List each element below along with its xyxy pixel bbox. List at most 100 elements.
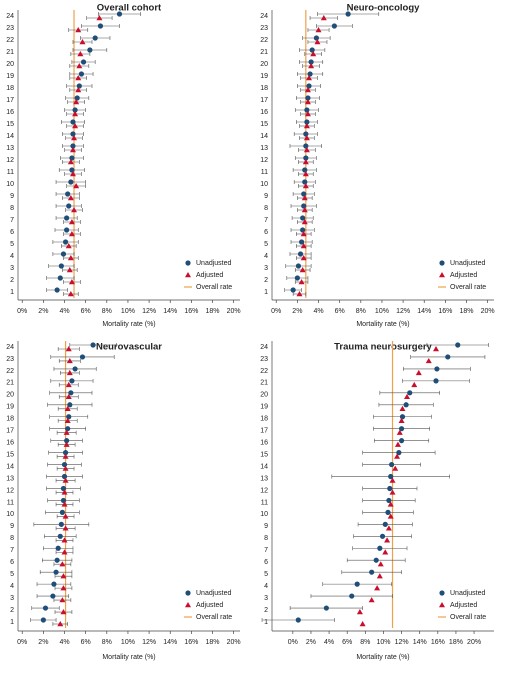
y-tick-label: 4 — [10, 583, 14, 590]
adjusted-point — [303, 147, 310, 153]
y-tick-label: 11 — [7, 499, 14, 506]
adjusted-point — [62, 465, 69, 471]
x-tick-label: 16% — [431, 639, 445, 646]
adjusted-point — [57, 621, 64, 627]
x-tick-label: 2% — [38, 639, 48, 646]
y-tick-label: 21 — [260, 380, 268, 387]
adjusted-point — [69, 147, 76, 153]
adjusted-point — [68, 279, 75, 285]
adjusted-point — [374, 585, 381, 591]
x-tick-label: 0% — [271, 308, 281, 315]
adjusted-point — [69, 171, 76, 177]
unadjusted-point — [303, 155, 309, 161]
unadjusted-point — [305, 95, 311, 101]
unadjusted-point — [295, 263, 302, 269]
adjusted-point — [64, 417, 71, 423]
x-tick-label: 14% — [163, 308, 177, 315]
unadjusted-point — [70, 119, 76, 125]
x-tick-label: 0% — [17, 308, 27, 315]
unadjusted-point — [70, 131, 76, 137]
adjusted-point — [67, 195, 74, 201]
y-tick-label: 12 — [260, 157, 268, 164]
unadjusted-point — [116, 11, 123, 17]
unadjusted-point — [60, 497, 67, 504]
unadjusted-point — [64, 227, 70, 233]
adjusted-point — [304, 87, 311, 93]
adjusted-point — [61, 489, 68, 495]
x-axis-label: Mortality rate (%) — [356, 321, 409, 328]
adjusted-point — [394, 453, 401, 459]
adjusted-point — [306, 75, 312, 81]
unadjusted-point — [369, 569, 375, 575]
adjusted-point — [72, 123, 79, 129]
y-tick-label: 20 — [6, 61, 14, 68]
unadjusted-point — [434, 366, 440, 372]
adjusted-point — [377, 561, 384, 567]
y-tick-label: 8 — [264, 205, 268, 212]
unadjusted-point — [87, 47, 93, 53]
y-tick-label: 24 — [260, 13, 268, 20]
adjusted-point — [392, 465, 399, 471]
unadjusted-point — [59, 509, 65, 515]
y-tick-label: 17 — [6, 97, 14, 104]
y-tick-label: 6 — [264, 559, 268, 566]
y-tick-label: 22 — [6, 368, 14, 375]
y-tick-label: 13 — [260, 475, 268, 482]
unadjusted-point — [385, 509, 391, 515]
unadjusted-point — [66, 414, 72, 420]
legend-label: Unadjusted — [450, 260, 486, 267]
adjusted-point — [396, 429, 403, 435]
adjusted-point — [389, 477, 396, 483]
panel-title: Overall cohort — [97, 3, 162, 14]
adjusted-point — [75, 27, 82, 33]
y-tick-label: 10 — [6, 511, 14, 518]
adjusted-point — [77, 51, 84, 57]
unadjusted-point — [92, 35, 98, 41]
unadjusted-point — [309, 47, 315, 53]
x-tick-label: 14% — [163, 639, 177, 646]
unadjusted-point — [60, 485, 67, 492]
y-tick-label: 18 — [6, 416, 14, 423]
adjusted-point — [415, 369, 422, 376]
y-tick-label: 3 — [10, 595, 14, 602]
adjusted-point — [300, 255, 307, 261]
y-tick-label: 16 — [6, 109, 14, 116]
unadjusted-point — [455, 342, 461, 348]
unadjusted-point — [294, 275, 300, 281]
adjusted-point — [60, 573, 67, 579]
legend-label: Unadjusted — [450, 590, 486, 597]
unadjusted-point — [301, 203, 307, 209]
unadjusted-point — [398, 438, 405, 444]
y-tick-label: 5 — [10, 241, 14, 248]
x-tick-label: 18% — [449, 639, 463, 646]
y-tick-label: 6 — [10, 559, 14, 566]
y-tick-label: 14 — [260, 463, 268, 470]
unadjusted-point — [303, 143, 309, 149]
y-tick-label: 7 — [264, 547, 268, 554]
y-tick-label: 19 — [6, 404, 14, 411]
adjusted-point — [404, 393, 411, 400]
unadjusted-point — [302, 167, 308, 173]
y-tick-label: 5 — [10, 571, 14, 578]
unadjusted-point — [373, 557, 379, 563]
x-tick-label: 8% — [360, 639, 370, 646]
y-tick-label: 10 — [260, 511, 268, 518]
adjusted-point — [73, 99, 80, 105]
y-tick-label: 19 — [6, 73, 14, 80]
y-tick-label: 13 — [6, 475, 14, 482]
adjusted-point — [433, 346, 440, 352]
adjusted-point — [389, 489, 396, 495]
panel-title: Neurovascular — [96, 342, 162, 353]
legend-label: Overall rate — [450, 284, 486, 291]
x-tick-label: 20% — [227, 308, 241, 315]
y-tick-label: 14 — [260, 133, 268, 140]
y-tick-label: 20 — [260, 392, 268, 399]
y-tick-label: 12 — [260, 487, 268, 494]
adjusted-point — [67, 291, 74, 297]
adjusted-point — [359, 621, 366, 627]
y-tick-label: 1 — [264, 619, 268, 626]
x-tick-label: 18% — [460, 308, 474, 315]
x-tick-label: 6% — [81, 308, 91, 315]
unadjusted-point — [61, 473, 68, 480]
unadjusted-point — [66, 203, 72, 209]
